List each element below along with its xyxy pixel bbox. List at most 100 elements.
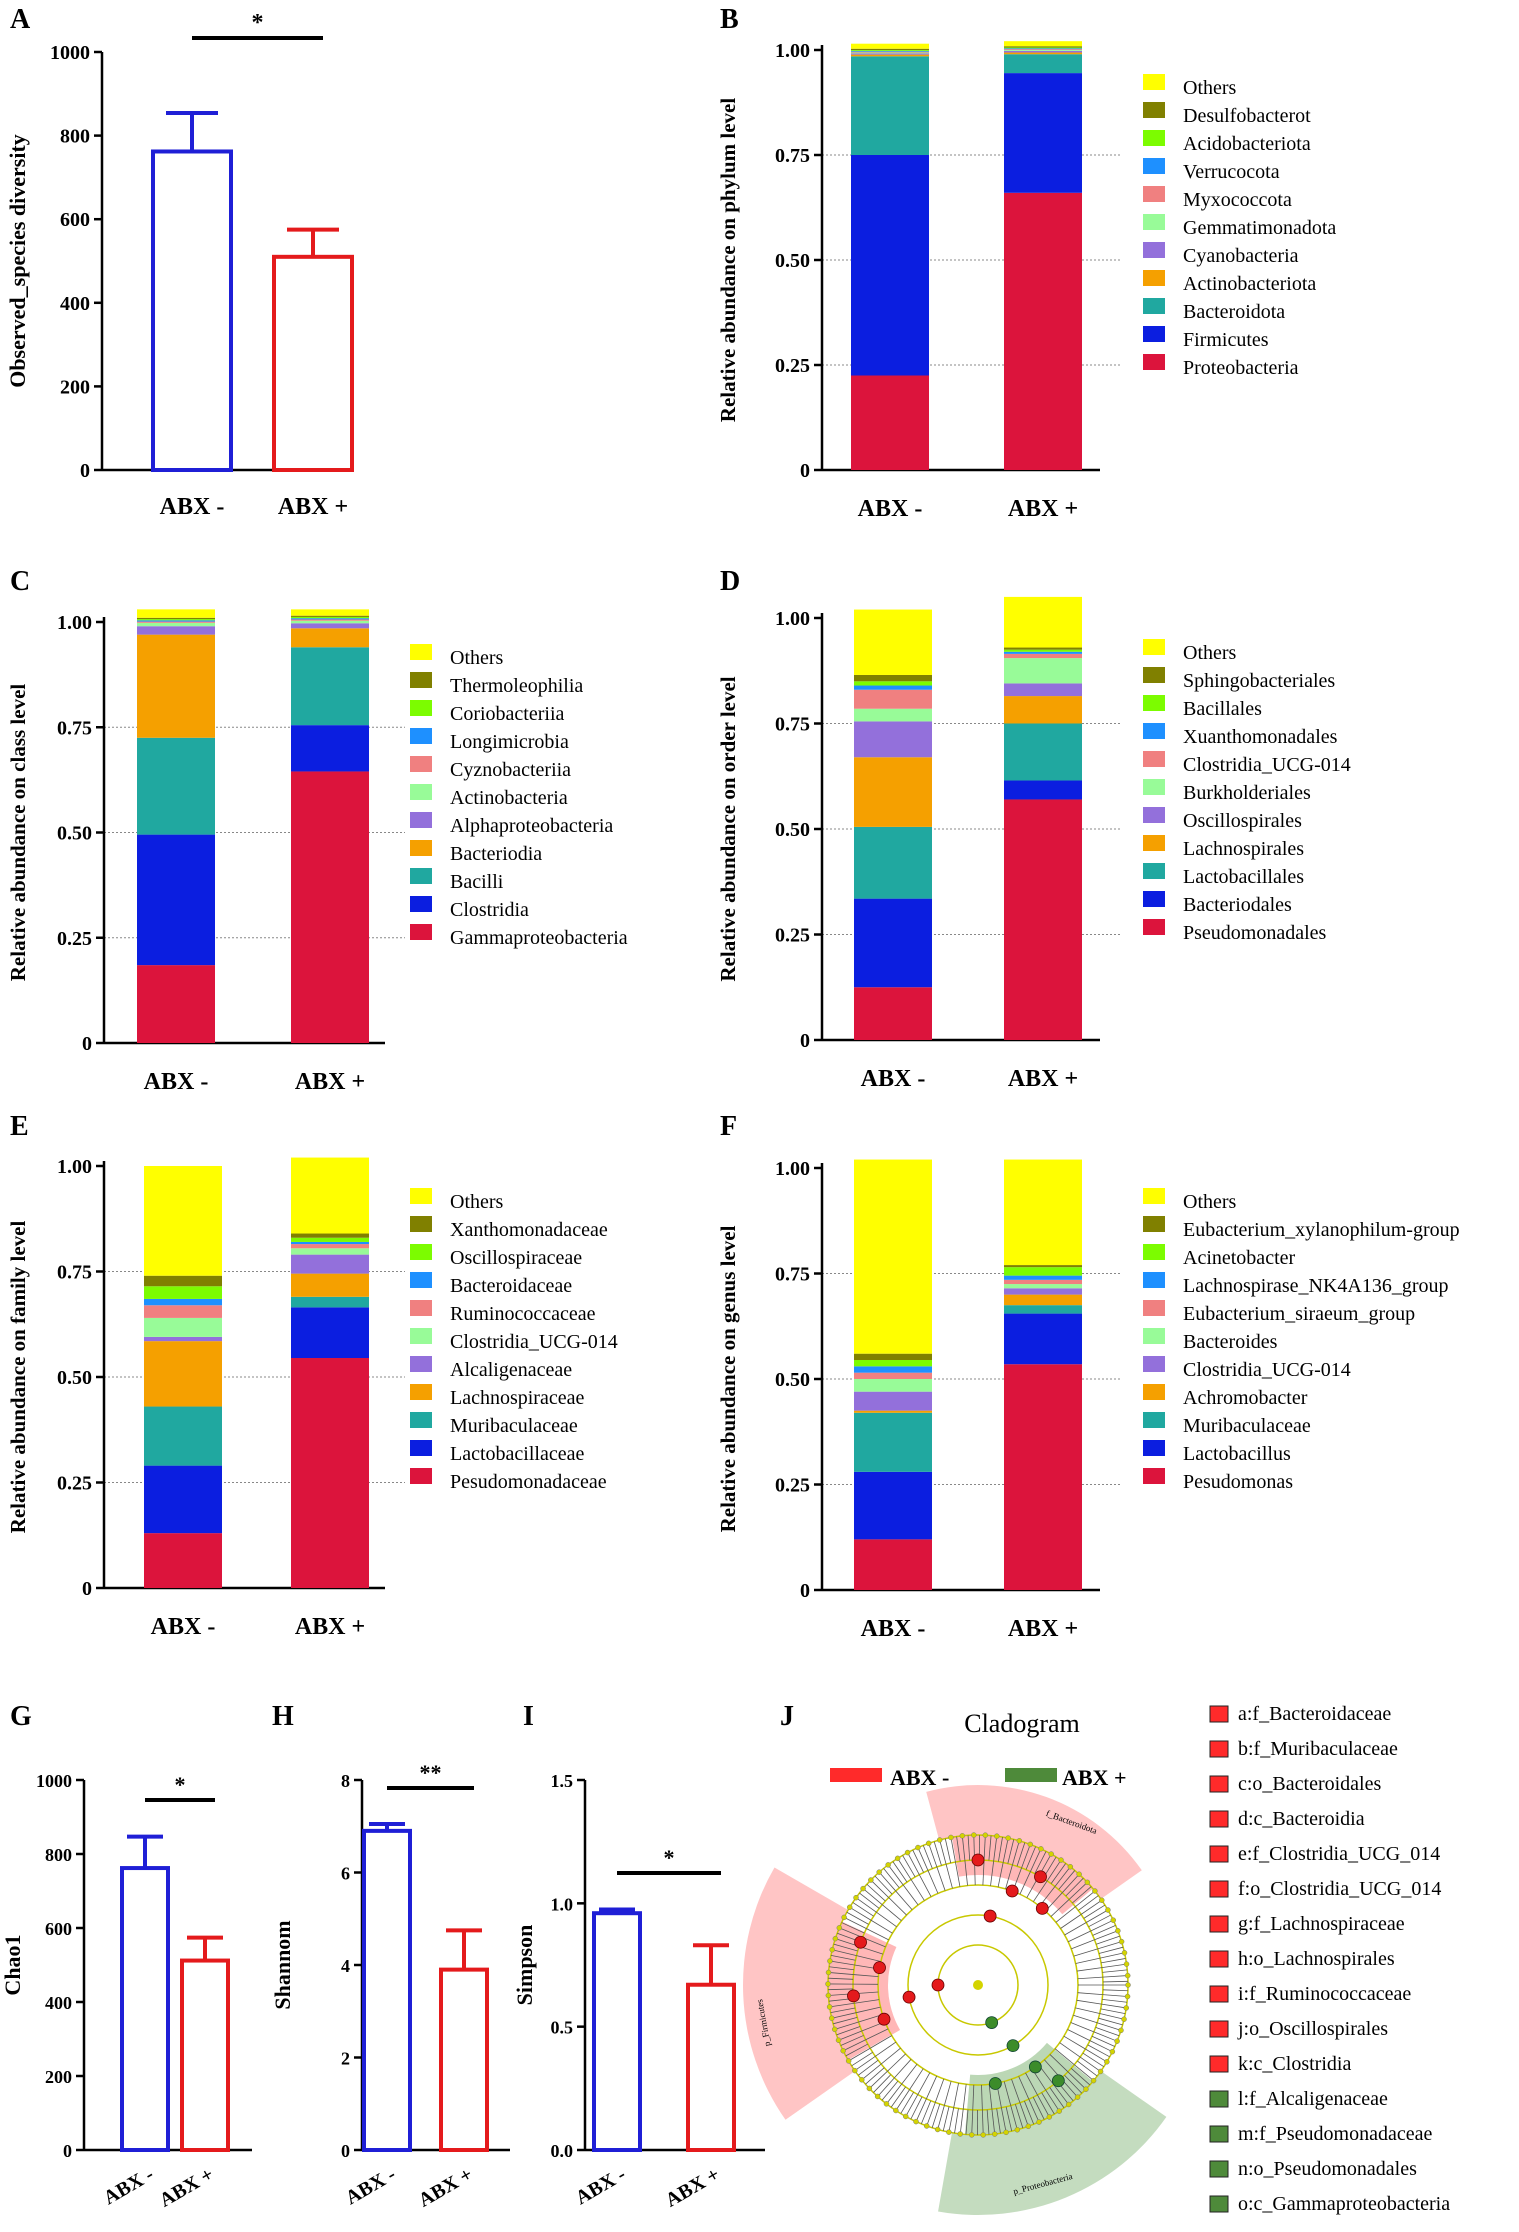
y-tick-label: 200 [45, 2067, 72, 2087]
stack-segment-pesudomonadaceae [291, 1358, 369, 1588]
legend-label: Lactobacillaceae [450, 1443, 584, 1465]
key-swatch [1209, 1705, 1229, 1723]
y-tick-label: 1.0 [551, 1894, 574, 1914]
stack-segment-clostridia-ucg-014 [854, 1391, 932, 1411]
stack-segment-others [1004, 41, 1082, 47]
legend-label: Xuanthomonadales [1183, 726, 1338, 748]
branch [1065, 1877, 1084, 1897]
x-tick-label: ABX - [144, 1069, 209, 1095]
legend-label: Clostridia_UCG-014 [1183, 1359, 1351, 1381]
node-abx-minus [931, 1978, 945, 1992]
node-abx-minus [873, 1961, 886, 1975]
key-swatch [1209, 1950, 1229, 1968]
branch [873, 2074, 892, 2093]
key-swatch [1209, 1775, 1229, 1793]
y-tick-label: 0.50 [57, 823, 92, 845]
branch [1019, 2102, 1029, 2127]
branch [1021, 1844, 1031, 1868]
stack-segment-thermoleophilia [291, 615, 369, 617]
branch [910, 2096, 923, 2120]
stack-segment-eubacterium-siraeum-group [1004, 1279, 1082, 1285]
branch [1092, 1925, 1116, 1936]
branch [1093, 2031, 1118, 2042]
legend-swatch [410, 784, 432, 800]
legend-label: Cyznobacteriia [450, 759, 571, 781]
node [1105, 1907, 1111, 1913]
y-tick-label: 0.25 [57, 1473, 92, 1495]
legend-swatch [410, 812, 432, 828]
branch [856, 1955, 881, 1962]
legend-label: Bacteriodia [450, 843, 542, 865]
branch [1075, 2007, 1100, 2014]
legend-label: Ruminococcaceae [450, 1303, 596, 1325]
y-tick-label: 0.50 [775, 250, 810, 272]
stack-segment-lachnospirase-nk4a136-group [1004, 1275, 1082, 1280]
bar-abx-minus [120, 1866, 170, 2153]
node [1118, 1938, 1125, 1945]
stack-segment-verrucocota [1004, 48, 1082, 50]
branch [1070, 2022, 1095, 2033]
branch [927, 1870, 939, 1894]
branch [1068, 1930, 1091, 1943]
legend-swatch [410, 1272, 432, 1288]
branch [1024, 2100, 1035, 2125]
panel-letter-j: J [780, 1701, 794, 1732]
stack-segment-actinobacteriota [1004, 52, 1082, 55]
stack-segment-alcaligenaceae [144, 1336, 222, 1342]
branch [1012, 1840, 1020, 1865]
legend-label: Verrucocota [1183, 161, 1280, 183]
stack-segment-xuanthomonadales [854, 685, 932, 690]
y-axis-label: Simpson [512, 1925, 537, 2006]
legend-swatch [1143, 298, 1165, 314]
y-tick-label: 0.75 [57, 717, 92, 739]
branch [1076, 1967, 1102, 1972]
branch [1050, 1899, 1070, 1917]
legend-swatch [1143, 158, 1165, 174]
legend-label: Oscillospirales [1183, 810, 1302, 832]
stack-segment-proteobacteria [1004, 192, 1082, 471]
branch [862, 1936, 886, 1948]
legend-swatch [1143, 835, 1165, 851]
y-tick-label: 0.50 [775, 819, 810, 841]
panel-letter-g: G [10, 1701, 32, 1732]
branch [1090, 1919, 1114, 1932]
stack-segment-bacteroidaceae [144, 1298, 222, 1306]
branch [833, 1943, 858, 1952]
branch [1005, 1864, 1013, 1889]
branch [1054, 1866, 1071, 1887]
y-tick-label: 8 [341, 1771, 350, 1791]
branch [854, 1999, 880, 2004]
branch [1049, 2087, 1065, 2109]
branch [845, 2043, 869, 2057]
x-tick-label: ABX - [100, 2163, 158, 2209]
branch [1067, 2071, 1087, 2090]
branch [959, 2109, 964, 2134]
node [825, 1969, 832, 1976]
legend-swatch [410, 1412, 432, 1428]
legend-swatch [1143, 242, 1165, 258]
x-tick-label: ABX + [1008, 1616, 1078, 1642]
legend-swatch [410, 728, 432, 744]
node-abx-plus [1051, 2074, 1065, 2088]
stack-segment-others [851, 43, 929, 49]
legend-swatch [410, 672, 432, 688]
y-tick-label: 0 [82, 1578, 92, 1600]
branch [956, 1836, 961, 1862]
branch [894, 2059, 912, 2079]
node [893, 2107, 899, 2114]
key-swatch [1209, 1845, 1229, 1863]
chart-d: 0 0.25 0.50 0.75 1.00 Relative abundance on o… [716, 596, 1351, 1092]
stack-segment-burkholderiales [854, 708, 932, 722]
node [835, 2037, 842, 2043]
stack-segment-clostridia-ucg-014 [854, 689, 932, 709]
legend-label: Myxococcota [1183, 189, 1292, 211]
node [868, 1877, 874, 1883]
key-label: i:f_Ruminococcaceae [1238, 1983, 1411, 2005]
key-swatch [1209, 2160, 1229, 2178]
node [852, 2067, 858, 2074]
branch [1079, 2056, 1101, 2072]
node [968, 2132, 975, 2138]
legend-label: Bacilli [450, 871, 504, 893]
y-tick-label: 0.25 [775, 925, 810, 947]
key-swatch [1209, 1915, 1229, 1933]
